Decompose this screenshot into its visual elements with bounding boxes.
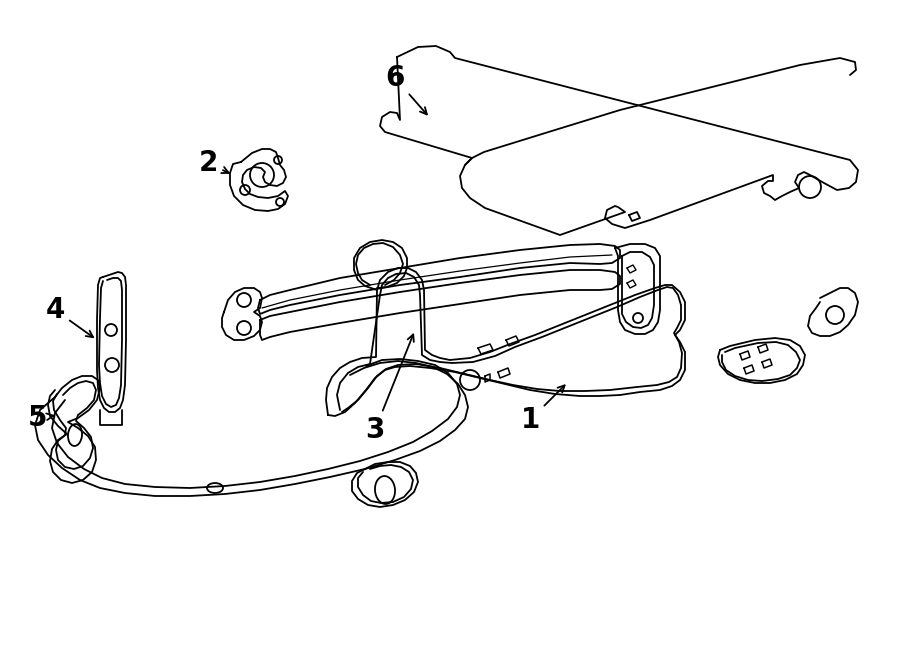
Text: 1: 1 xyxy=(520,385,564,434)
Text: 2: 2 xyxy=(198,149,229,177)
Text: 5: 5 xyxy=(28,404,54,432)
Text: 6: 6 xyxy=(385,64,427,114)
Text: 3: 3 xyxy=(365,334,414,444)
Text: 4: 4 xyxy=(45,296,93,337)
